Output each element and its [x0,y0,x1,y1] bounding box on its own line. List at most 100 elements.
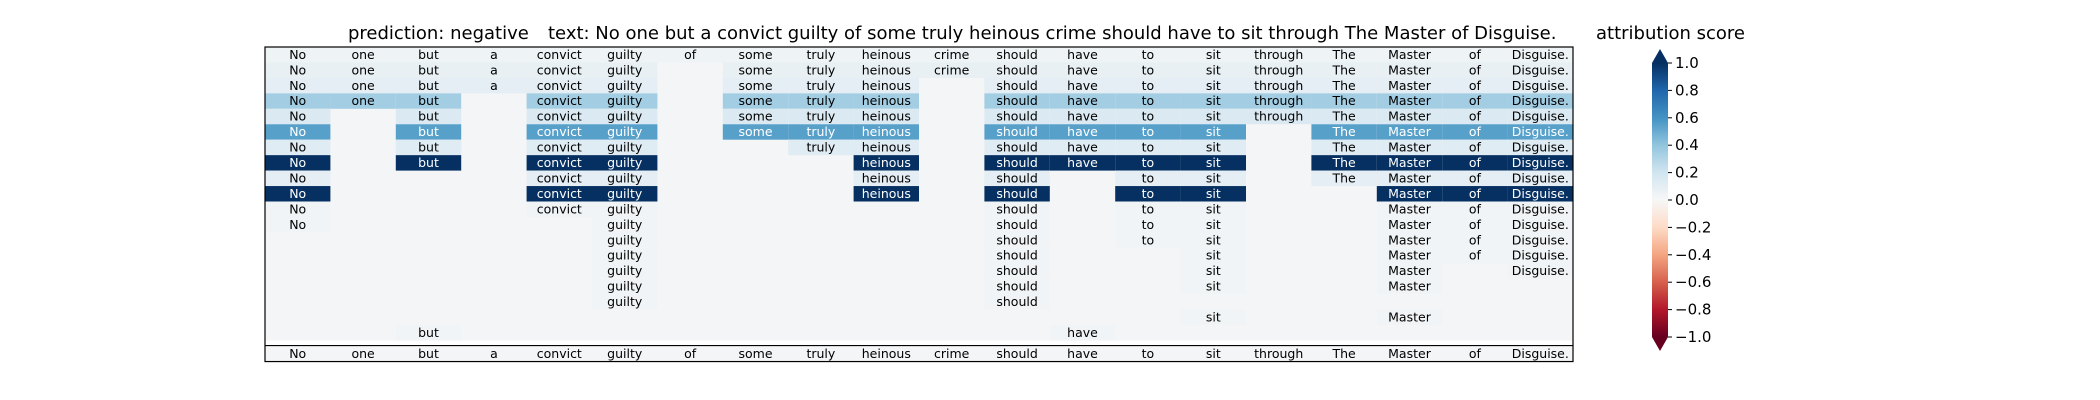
cell-token-label: sit [1206,124,1221,139]
cell-token-label: to [1142,109,1155,124]
cell-token-label: should [996,263,1037,278]
heatmap-cell [1246,47,1312,63]
heatmap-cell [984,124,1050,140]
cell-token-label: one [351,47,375,62]
cell-token-label: some [738,78,772,93]
cell-token-label: No [289,186,306,201]
heatmap-cell [526,47,592,63]
cell-token-label: sit [1206,186,1221,201]
cell-token-label: of [1469,93,1482,108]
cell-token-label: Master [1388,93,1432,108]
heatmap-cell [853,93,919,109]
heatmap-cell [1376,278,1443,295]
cell-token-label: sit [1206,47,1221,62]
heatmap-cell [984,201,1050,217]
cell-token-label: but [418,140,439,155]
heatmap-cell [919,47,985,63]
cell-token-label: to [1142,93,1155,108]
token-axis-row: No one but a convict guilty of some truly heinous… [265,344,1573,362]
cell-token-label: should [996,109,1037,124]
heatmap-cell [330,47,396,63]
heatmap-cell [1180,93,1246,109]
cell-token-label: sit [1206,201,1221,216]
cell-token-label: truly [806,109,835,124]
cell-token-label: but [418,93,439,108]
cell-token-label: of [1469,201,1482,216]
cell-token-label: through [1254,109,1303,124]
cell-token-label: one [351,78,375,93]
heatmap-cell [1507,124,1573,140]
heatmap-cell [1180,278,1246,295]
cell-token-label: The [1331,109,1356,124]
heatmap-cell [1115,232,1181,248]
cell-token-label: The [1331,155,1356,170]
heatmap-cell [1049,124,1116,140]
heatmap-cell [526,186,592,202]
cell-token-label: guilty [607,217,643,232]
heatmap-cell [1442,108,1508,125]
colorbar-extend-max [1652,49,1668,63]
cell-token-label: of [1469,232,1482,247]
heatmap-cell [984,108,1050,125]
token-axis-label: one [351,346,375,361]
cell-token-label: of [1469,62,1482,77]
cell-token-label: to [1142,78,1155,93]
heatmap-cell [592,278,658,295]
cell-token-label: guilty [607,124,643,139]
cell-token-label: guilty [607,109,643,124]
colorbar-tick-label: 0.6 [1675,109,1699,127]
token-axis-label: a [490,346,498,361]
cell-token-label: but [418,62,439,77]
cell-token-label: convict [537,155,582,170]
cell-token-label: have [1067,47,1098,62]
heatmap-cell [1507,186,1573,202]
heatmap-cell [330,93,396,109]
cell-token-label: crime [934,62,970,77]
cell-token-label: Disguise. [1512,217,1569,232]
cell-token-label: truly [806,124,835,139]
cell-token-label: of [1469,248,1482,263]
heatmap-cell [1049,47,1116,63]
cell-token-label: convict [537,62,582,77]
heatmap-cell [526,170,592,187]
cell-token-label: sit [1206,232,1221,247]
heatmap-cell [1115,47,1181,63]
heatmap-cell [526,155,592,171]
cell-token-label: through [1254,93,1303,108]
heatmap-cell [853,139,919,156]
heatmap-cell [853,62,919,78]
cell-token-label: guilty [607,93,643,108]
heatmap-cell [1376,93,1443,109]
heatmap-cell [1442,201,1508,217]
heatmap-cell [395,155,462,171]
heatmap-cell [1442,62,1508,78]
token-axis-label: crime [934,346,970,361]
heatmap-cell [1507,93,1573,109]
cell-token-label: of [1469,47,1482,62]
cell-token-label: Disguise. [1512,248,1569,263]
token-axis-label: should [996,346,1037,361]
heatmap-cell [1049,108,1116,125]
cell-token-label: have [1067,62,1098,77]
heatmap-cell [592,93,658,109]
token-axis-label: guilty [607,346,643,361]
cell-token-label: convict [537,93,582,108]
heatmap-cell [1507,47,1573,63]
cell-token-label: of [1469,170,1482,185]
cell-token-label: Disguise. [1512,155,1569,170]
heatmap-cell [395,47,462,63]
cell-token-label: to [1142,232,1155,247]
cell-token-label: Master [1388,248,1432,263]
heatmap-cell [265,139,331,156]
heatmap-cell [1311,108,1377,125]
cell-token-label: heinous [862,62,911,77]
cell-token-label: but [418,124,439,139]
cell-token-label: sit [1206,248,1221,263]
cell-token-label: The [1331,93,1356,108]
heatmap-cell [1180,47,1246,63]
heatmap-cell [1311,124,1377,140]
cell-token-label: guilty [607,186,643,201]
heatmap-cell [657,47,723,63]
heatmap-cell [395,77,462,94]
cell-token-label: Disguise. [1512,170,1569,185]
